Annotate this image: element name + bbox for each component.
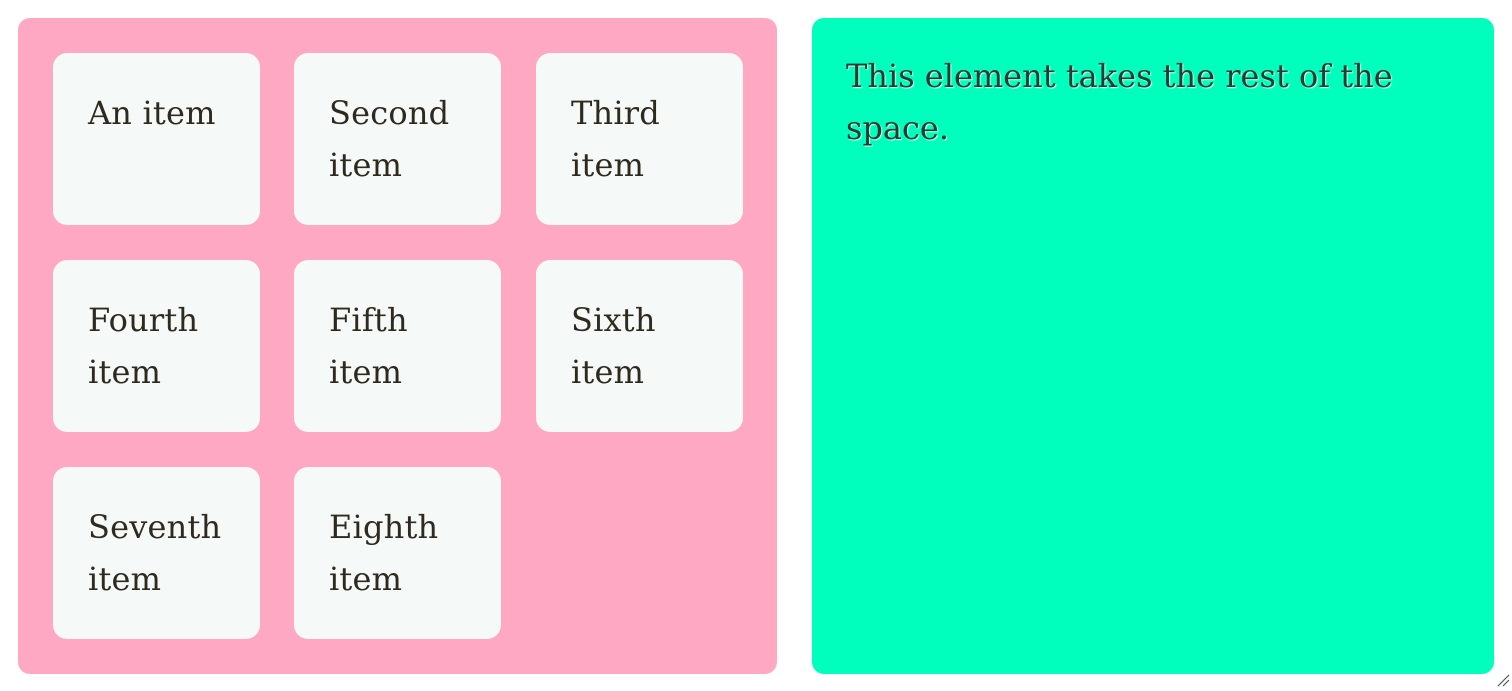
grid-item: Third item	[536, 53, 743, 225]
grid-item: Second item	[294, 53, 501, 225]
grid-container: An item Second item Third item Fourth it…	[18, 18, 777, 674]
grid-item: Seventh item	[53, 467, 260, 639]
grid-item: Eighth item	[294, 467, 501, 639]
grid-item: An item	[53, 53, 260, 225]
grid-item: Fourth item	[53, 260, 260, 432]
resize-handle-icon[interactable]	[1496, 673, 1510, 687]
grid-item: Sixth item	[536, 260, 743, 432]
rest-text: This element takes the rest of the space…	[846, 57, 1393, 147]
rest-panel: This element takes the rest of the space…	[812, 18, 1494, 674]
grid-item: Fifth item	[294, 260, 501, 432]
